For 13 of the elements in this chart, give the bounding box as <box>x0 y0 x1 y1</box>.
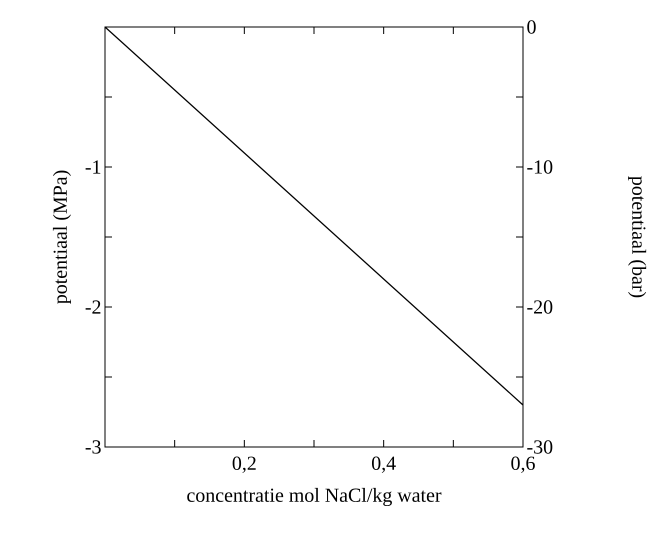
x-tick-label: 0,6 <box>511 456 535 473</box>
y-tick-label: -3 <box>86 440 101 454</box>
y2-tick-label: -10 <box>527 160 552 174</box>
y-tick-label: -2 <box>86 300 100 314</box>
x-tick-label: 0,4 <box>372 456 396 473</box>
y2-tick-label: -20 <box>527 300 552 314</box>
y2-tick-label: 0 <box>527 20 536 34</box>
y-tick-label: -1 <box>86 160 100 174</box>
x-tick-label: 0,2 <box>232 456 256 473</box>
y2-axis-title: potentiaal (bar) <box>628 176 646 298</box>
y-axis-title: potentiaal (MPa) <box>52 170 71 304</box>
y2-tick-label: -30 <box>527 440 552 454</box>
x-axis-title: concentratie mol NaCl/kg water <box>187 488 442 506</box>
